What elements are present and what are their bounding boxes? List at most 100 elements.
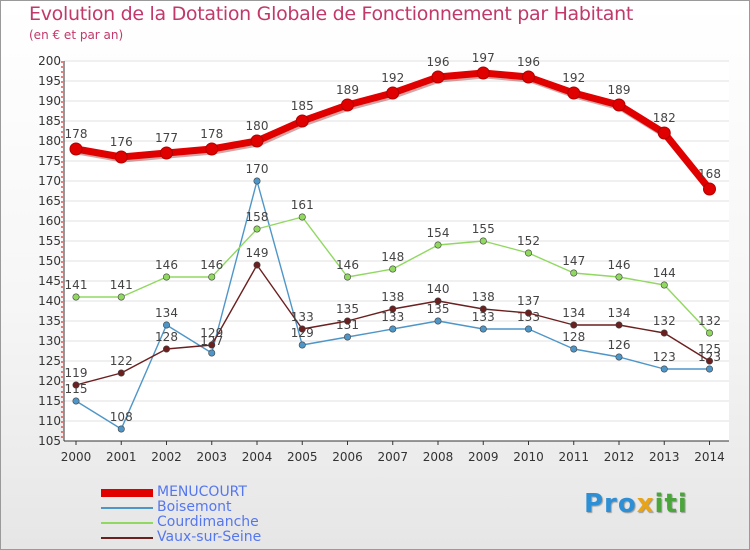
y-tick-label: 120 <box>38 374 61 388</box>
data-point <box>570 345 578 353</box>
y-tick-label: 170 <box>38 174 61 188</box>
y-tick-label: 195 <box>38 74 61 88</box>
data-point <box>250 134 264 148</box>
data-point <box>343 333 351 341</box>
y-tick-label: 135 <box>38 314 61 328</box>
data-label: 134 <box>608 306 631 320</box>
data-label: 129 <box>200 326 223 340</box>
data-label: 154 <box>427 226 450 240</box>
data-label: 132 <box>698 314 721 328</box>
plot-area <box>64 61 729 441</box>
chart-subtitle: (en € et par an) <box>29 28 124 42</box>
y-tick-label: 130 <box>38 334 61 348</box>
data-label: 177 <box>155 131 178 145</box>
data-point <box>117 293 125 301</box>
data-point <box>389 325 397 333</box>
data-label: 128 <box>562 330 585 344</box>
data-label: 197 <box>472 51 495 65</box>
x-tick-label: 2000 <box>61 450 92 464</box>
x-tick-label: 2003 <box>196 450 227 464</box>
data-point <box>72 293 80 301</box>
x-tick-label: 2010 <box>513 450 544 464</box>
data-point <box>298 341 306 349</box>
data-point <box>343 273 351 281</box>
data-label: 126 <box>608 338 631 352</box>
data-label: 137 <box>517 294 540 308</box>
legend-label-vaux-sur-seine: Vaux-sur-Seine <box>157 529 262 545</box>
proxiti-logo: Proxiti <box>584 489 688 519</box>
legend-label-courdimanche: Courdimanche <box>157 514 259 530</box>
data-point <box>479 305 487 313</box>
data-point <box>343 317 351 325</box>
x-tick-label: 2014 <box>694 450 725 464</box>
data-label: 168 <box>698 167 721 181</box>
data-label: 149 <box>246 246 269 260</box>
data-point <box>208 273 216 281</box>
data-label: 129 <box>291 326 314 340</box>
y-tick-label: 175 <box>38 154 61 168</box>
data-label: 178 <box>200 127 223 141</box>
data-point <box>117 425 125 433</box>
x-tick-label: 2004 <box>242 450 273 464</box>
data-label: 155 <box>472 222 495 236</box>
data-point <box>208 341 216 349</box>
data-point <box>660 329 668 337</box>
data-point <box>298 325 306 333</box>
x-tick-label: 2008 <box>423 450 454 464</box>
data-label: 122 <box>110 354 133 368</box>
data-label: 147 <box>562 254 585 268</box>
data-label: 141 <box>110 278 133 292</box>
data-label: 192 <box>562 71 585 85</box>
data-label: 180 <box>246 119 269 133</box>
series-menucourt: 178 176 177 178 180 185 189 192 196 197 196 192 189 1… <box>65 51 721 196</box>
data-point <box>479 237 487 245</box>
x-tick-label: 2013 <box>649 450 680 464</box>
data-point <box>163 273 171 281</box>
data-label: 144 <box>653 266 676 280</box>
data-label: 141 <box>65 278 88 292</box>
data-point <box>253 225 261 233</box>
data-label: 138 <box>472 290 495 304</box>
legend-label-boisemont: Boisemont <box>157 499 232 515</box>
data-point <box>524 249 532 257</box>
legend-swatch-menucourt <box>101 489 153 497</box>
data-point <box>205 142 219 156</box>
data-label: 176 <box>110 135 133 149</box>
data-label: 123 <box>698 350 721 364</box>
data-label: 133 <box>517 310 540 324</box>
data-point <box>657 126 671 140</box>
data-label: 123 <box>653 350 676 364</box>
data-label: 133 <box>291 310 314 324</box>
data-point <box>160 146 173 160</box>
data-label: 140 <box>427 282 450 296</box>
y-tick-label: 190 <box>38 94 61 108</box>
data-label: 158 <box>246 210 269 224</box>
data-label: 134 <box>155 306 178 320</box>
y-tick-label: 150 <box>38 254 61 268</box>
data-point <box>705 357 713 365</box>
data-label: 146 <box>200 258 223 272</box>
data-label: 134 <box>562 306 585 320</box>
data-point <box>660 365 668 373</box>
legend-swatch-boisemont <box>101 507 153 509</box>
data-point <box>72 397 80 405</box>
data-label: 146 <box>336 258 359 272</box>
data-point <box>705 329 713 337</box>
data-label: 119 <box>65 366 88 380</box>
data-point <box>117 369 125 377</box>
data-label: 125 <box>698 342 721 356</box>
data-label: 108 <box>110 410 133 424</box>
y-tick-label: 110 <box>38 414 61 428</box>
data-point <box>163 321 171 329</box>
data-label: 132 <box>653 314 676 328</box>
y-tick-label: 145 <box>38 274 61 288</box>
data-label: 135 <box>427 302 450 316</box>
data-point <box>295 114 309 128</box>
data-point <box>615 273 623 281</box>
data-label: 133 <box>472 310 495 324</box>
data-point <box>660 281 668 289</box>
data-point <box>524 309 532 317</box>
legend-swatch-courdimanche <box>101 522 153 524</box>
